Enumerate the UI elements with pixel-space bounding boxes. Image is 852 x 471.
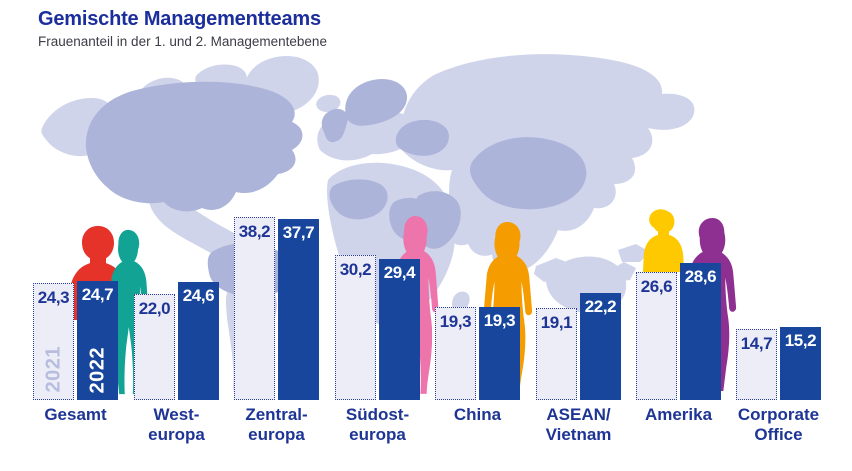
value-label-2021-westeuropa: 22,0 — [138, 299, 171, 318]
bar-2021-corporate-office: 14,7 — [736, 329, 777, 400]
value-label-2022-amerika: 28,6 — [684, 267, 717, 286]
bar-2021-gesamt: 24,3 2021 — [33, 283, 74, 400]
value-label-2022-asean-vietnam: 22,2 — [584, 297, 617, 316]
bar-2022-china: 19,3 — [479, 307, 520, 400]
page-subtitle: Frauenanteil in der 1. und 2. Management… — [38, 34, 327, 49]
bar-2022-corporate-office: 15,2 — [780, 327, 821, 400]
category-label-corporate-office: Corporate Office — [737, 405, 820, 444]
value-label-2021-asean-vietnam: 19,1 — [540, 313, 573, 332]
bar-2022-suedosteuropa: 29,4 — [379, 259, 420, 400]
value-label-2021-china: 19,3 — [439, 312, 472, 331]
value-label-2022-corporate-office: 15,2 — [784, 331, 817, 350]
woman-silhouette-teal — [108, 229, 149, 395]
bar-2021-zentraleuropa: 38,2 — [234, 217, 275, 400]
bar-2022-asean-vietnam: 22,2 — [580, 293, 621, 400]
value-label-2022-gesamt: 24,7 — [81, 285, 114, 304]
category-label-westeuropa: West-europa — [148, 405, 205, 444]
value-label-2021-amerika: 26,6 — [640, 277, 673, 296]
value-label-2022-zentraleuropa: 37,7 — [282, 223, 315, 242]
category-label-amerika: Amerika — [644, 405, 713, 424]
bar-2021-amerika: 26,6 — [636, 272, 677, 400]
woman-silhouette-pink — [393, 216, 439, 394]
bar-2021-china: 19,3 — [435, 307, 476, 400]
category-label-asean-vietnam: ASEAN/Vietnam — [545, 405, 612, 444]
chart-header: Gemischte Managementteams Frauenanteil i… — [38, 8, 327, 49]
woman-silhouette-orange — [483, 221, 533, 395]
bar-2021-suedosteuropa: 30,2 — [335, 255, 376, 400]
value-label-2021-suedosteuropa: 30,2 — [339, 260, 372, 279]
category-label-suedosteuropa: Südost-europa — [345, 405, 410, 444]
value-label-2022-china: 19,3 — [483, 311, 516, 330]
category-label-zentraleuropa: Zentral-europa — [245, 405, 308, 444]
value-label-2022-westeuropa: 24,6 — [182, 286, 215, 305]
woman-silhouette-yellow-bust — [643, 209, 684, 272]
category-label-gesamt: Gesamt — [44, 405, 107, 424]
bar-2022-amerika: 28,6 — [680, 263, 721, 400]
bar-2021-asean-vietnam: 19,1 — [536, 308, 577, 400]
value-label-2022-suedosteuropa: 29,4 — [383, 263, 416, 282]
bar-2022-zentraleuropa: 37,7 — [278, 219, 319, 400]
woman-silhouette-purple — [686, 217, 737, 391]
value-label-2021-zentraleuropa: 38,2 — [238, 222, 271, 241]
bar-2022-westeuropa: 24,6 — [178, 282, 219, 400]
year-label-2021: 2021 — [42, 345, 64, 393]
bar-2021-westeuropa: 22,0 — [134, 294, 175, 400]
year-label-2022: 2022 — [86, 346, 108, 394]
page-title: Gemischte Managementteams — [38, 8, 321, 30]
value-label-2021-corporate-office: 14,7 — [740, 334, 773, 353]
bar-2022-gesamt: 24,7 2022 — [77, 281, 118, 400]
value-label-2021-gesamt: 24,3 — [37, 288, 70, 307]
category-label-china: China — [453, 405, 502, 424]
